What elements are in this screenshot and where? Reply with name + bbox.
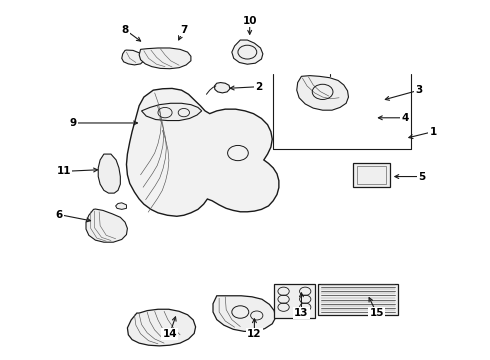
Polygon shape xyxy=(116,203,126,210)
Text: 9: 9 xyxy=(70,118,77,128)
Text: 14: 14 xyxy=(162,329,177,339)
Text: 11: 11 xyxy=(57,166,71,176)
Polygon shape xyxy=(353,163,390,187)
Polygon shape xyxy=(98,154,121,193)
Polygon shape xyxy=(215,82,230,93)
Polygon shape xyxy=(232,40,263,64)
Text: 12: 12 xyxy=(247,329,262,339)
Polygon shape xyxy=(274,284,315,318)
Text: 4: 4 xyxy=(401,113,409,123)
Text: 6: 6 xyxy=(55,210,63,220)
Polygon shape xyxy=(126,89,279,216)
Text: 3: 3 xyxy=(416,85,423,95)
Polygon shape xyxy=(122,50,144,65)
Polygon shape xyxy=(142,103,202,121)
Text: 7: 7 xyxy=(180,25,188,35)
Text: 8: 8 xyxy=(122,25,129,35)
Polygon shape xyxy=(86,209,127,242)
Text: 15: 15 xyxy=(369,308,384,318)
Text: 13: 13 xyxy=(294,308,309,318)
Text: 10: 10 xyxy=(243,16,257,26)
Polygon shape xyxy=(139,48,191,69)
Text: 1: 1 xyxy=(430,127,437,136)
Text: 2: 2 xyxy=(255,82,263,92)
Polygon shape xyxy=(297,76,348,110)
Text: 5: 5 xyxy=(418,172,425,181)
Polygon shape xyxy=(318,284,398,315)
Polygon shape xyxy=(213,296,275,331)
Polygon shape xyxy=(127,309,196,346)
